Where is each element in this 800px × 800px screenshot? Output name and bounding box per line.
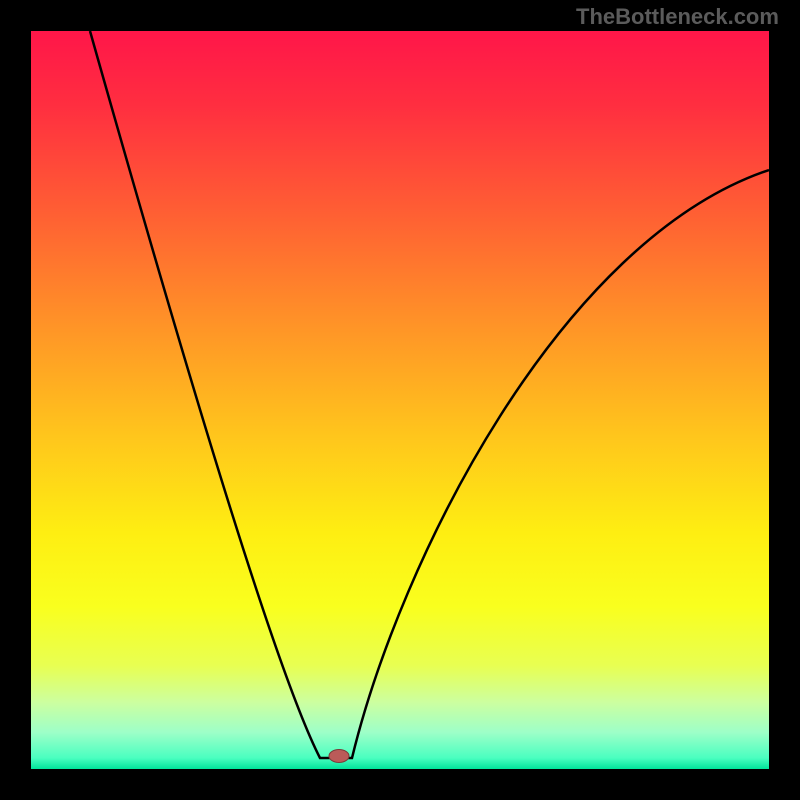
watermark-text: TheBottleneck.com bbox=[576, 4, 779, 30]
plot-area bbox=[31, 31, 769, 769]
curve-path bbox=[90, 31, 769, 758]
minimum-marker bbox=[329, 750, 349, 763]
bottleneck-curve bbox=[31, 31, 769, 769]
chart-container: TheBottleneck.com bbox=[0, 0, 800, 800]
